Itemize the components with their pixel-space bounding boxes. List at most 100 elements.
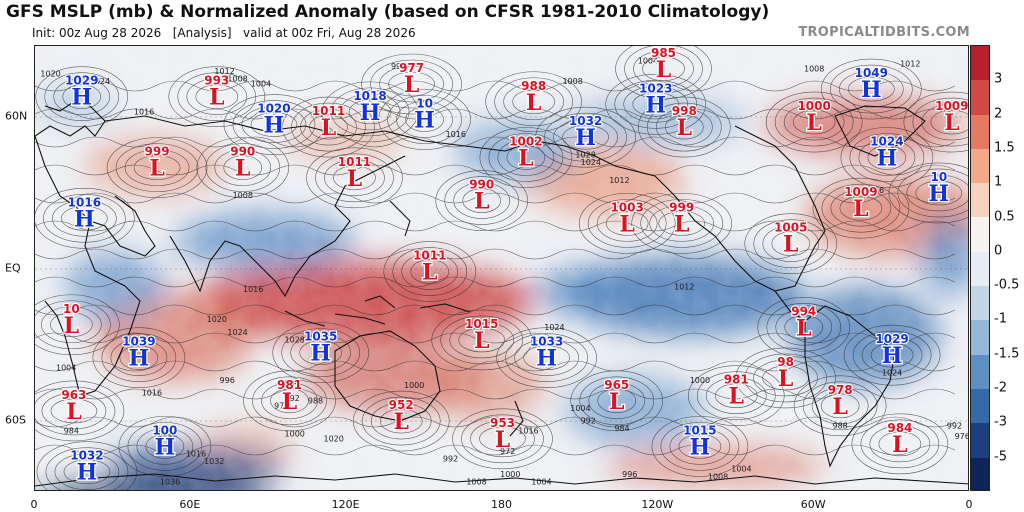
isobar-line bbox=[35, 220, 956, 232]
center-letter: H bbox=[882, 343, 903, 369]
isobar-ring bbox=[665, 114, 704, 140]
isobar-ring bbox=[223, 155, 263, 180]
center-letter: H bbox=[154, 434, 175, 460]
isobar-label: 1000 bbox=[404, 381, 424, 390]
center-pressure-value: 988 bbox=[521, 79, 546, 93]
map-panel: 1020 1024 1012 1008 1004 996 1008 1004 1012 1008 1… bbox=[34, 45, 969, 491]
isobar-ring bbox=[906, 174, 968, 212]
isobar-ring bbox=[214, 149, 272, 186]
isobar-ring bbox=[792, 109, 836, 135]
isobar-label: 1000 bbox=[690, 376, 710, 385]
colorbar-segment bbox=[971, 114, 989, 149]
isobar-line bbox=[35, 80, 956, 92]
center-pressure-value: 1002 bbox=[509, 135, 542, 149]
isobar-ring bbox=[744, 353, 827, 403]
colorbar-segment bbox=[971, 286, 989, 321]
center-letter: H bbox=[645, 92, 666, 118]
isobar-ring bbox=[196, 137, 290, 198]
center-letter: L bbox=[832, 394, 847, 420]
colorbar-tick-label: 0.5 bbox=[994, 209, 1015, 225]
isobar-ring bbox=[479, 426, 526, 452]
colorbar-tick-label: -1.5 bbox=[994, 346, 1020, 362]
isobar-ring bbox=[119, 345, 159, 370]
center-letter: L bbox=[404, 72, 419, 98]
isobar-ring bbox=[61, 206, 108, 231]
isobar-ring bbox=[623, 85, 689, 123]
isobar-ring bbox=[578, 193, 676, 254]
isobar-ring bbox=[45, 447, 129, 490]
center-pressure-value: 1032 bbox=[70, 449, 103, 463]
center-pressure-value: 1011 bbox=[413, 249, 446, 263]
isobar-ring bbox=[124, 149, 190, 186]
longitude-label: 120W bbox=[641, 498, 674, 511]
isobar-label: 1032 bbox=[204, 457, 224, 466]
colorbar-segment bbox=[971, 148, 989, 184]
isobar-ring bbox=[392, 247, 468, 296]
isobar-label: 1004 bbox=[638, 57, 658, 66]
isobar-label: 976 bbox=[274, 401, 289, 410]
center-letter: L bbox=[321, 115, 336, 141]
center-pressure-value: 990 bbox=[469, 178, 494, 192]
isobar-label: 1028 bbox=[575, 151, 595, 160]
isobar-ring bbox=[858, 139, 916, 176]
isobar-ring bbox=[470, 420, 535, 458]
isobar-ring bbox=[35, 380, 125, 442]
center-letter: H bbox=[77, 460, 98, 486]
center-letter: L bbox=[674, 211, 689, 237]
isobar-ring bbox=[811, 387, 869, 425]
center-letter: L bbox=[422, 260, 437, 286]
isobar-label: 996 bbox=[391, 62, 406, 71]
isobar-ring bbox=[110, 339, 168, 376]
isobar-ring bbox=[553, 118, 618, 156]
isobar-ring bbox=[115, 143, 199, 192]
isobar-ring bbox=[136, 428, 194, 465]
isobar-ring bbox=[50, 398, 98, 424]
isobar-ring bbox=[658, 211, 706, 236]
colorbar-segment bbox=[971, 388, 989, 424]
center-letter: H bbox=[128, 346, 149, 372]
isobar-ring bbox=[379, 65, 444, 103]
isobar-ring bbox=[315, 153, 394, 203]
isobar-ring bbox=[168, 66, 266, 127]
center-pressure-value: 1005 bbox=[774, 221, 807, 235]
isobar-label: 1012 bbox=[609, 176, 629, 185]
isobar-ring bbox=[458, 327, 506, 353]
isobar-ring bbox=[453, 182, 511, 219]
isobar-ring bbox=[435, 170, 529, 231]
colorbar-tick-label: -0.5 bbox=[994, 277, 1020, 293]
isobar-ring bbox=[821, 183, 901, 233]
isobar-ring bbox=[232, 100, 316, 149]
isobar-label: 1024 bbox=[90, 77, 110, 86]
isobar-ring bbox=[651, 416, 749, 477]
isobar-label: 1016 bbox=[142, 389, 162, 398]
center-pressure-value: 981 bbox=[724, 373, 749, 387]
isobar-ring bbox=[849, 133, 925, 182]
isobar-label: 976 bbox=[955, 432, 969, 441]
isobar-ring bbox=[649, 205, 715, 242]
center-pressure-value: 965 bbox=[604, 378, 629, 392]
isobar-ring bbox=[479, 127, 573, 188]
center-letter: L bbox=[656, 57, 671, 83]
colorbar-segment bbox=[971, 354, 989, 389]
isobar-ring bbox=[35, 66, 129, 127]
center-letter: L bbox=[66, 399, 81, 425]
center-letter: L bbox=[518, 146, 533, 172]
center-letter: L bbox=[393, 409, 408, 435]
colorbar-segment bbox=[971, 320, 989, 355]
isobar-ring bbox=[506, 145, 546, 170]
isobar-ring bbox=[762, 225, 820, 262]
center-letter: L bbox=[806, 110, 821, 136]
isobar-ring bbox=[840, 127, 934, 188]
latitude-label: EQ bbox=[5, 261, 21, 275]
center-letter: L bbox=[729, 384, 744, 410]
center-pressure-value: 993 bbox=[204, 74, 229, 88]
